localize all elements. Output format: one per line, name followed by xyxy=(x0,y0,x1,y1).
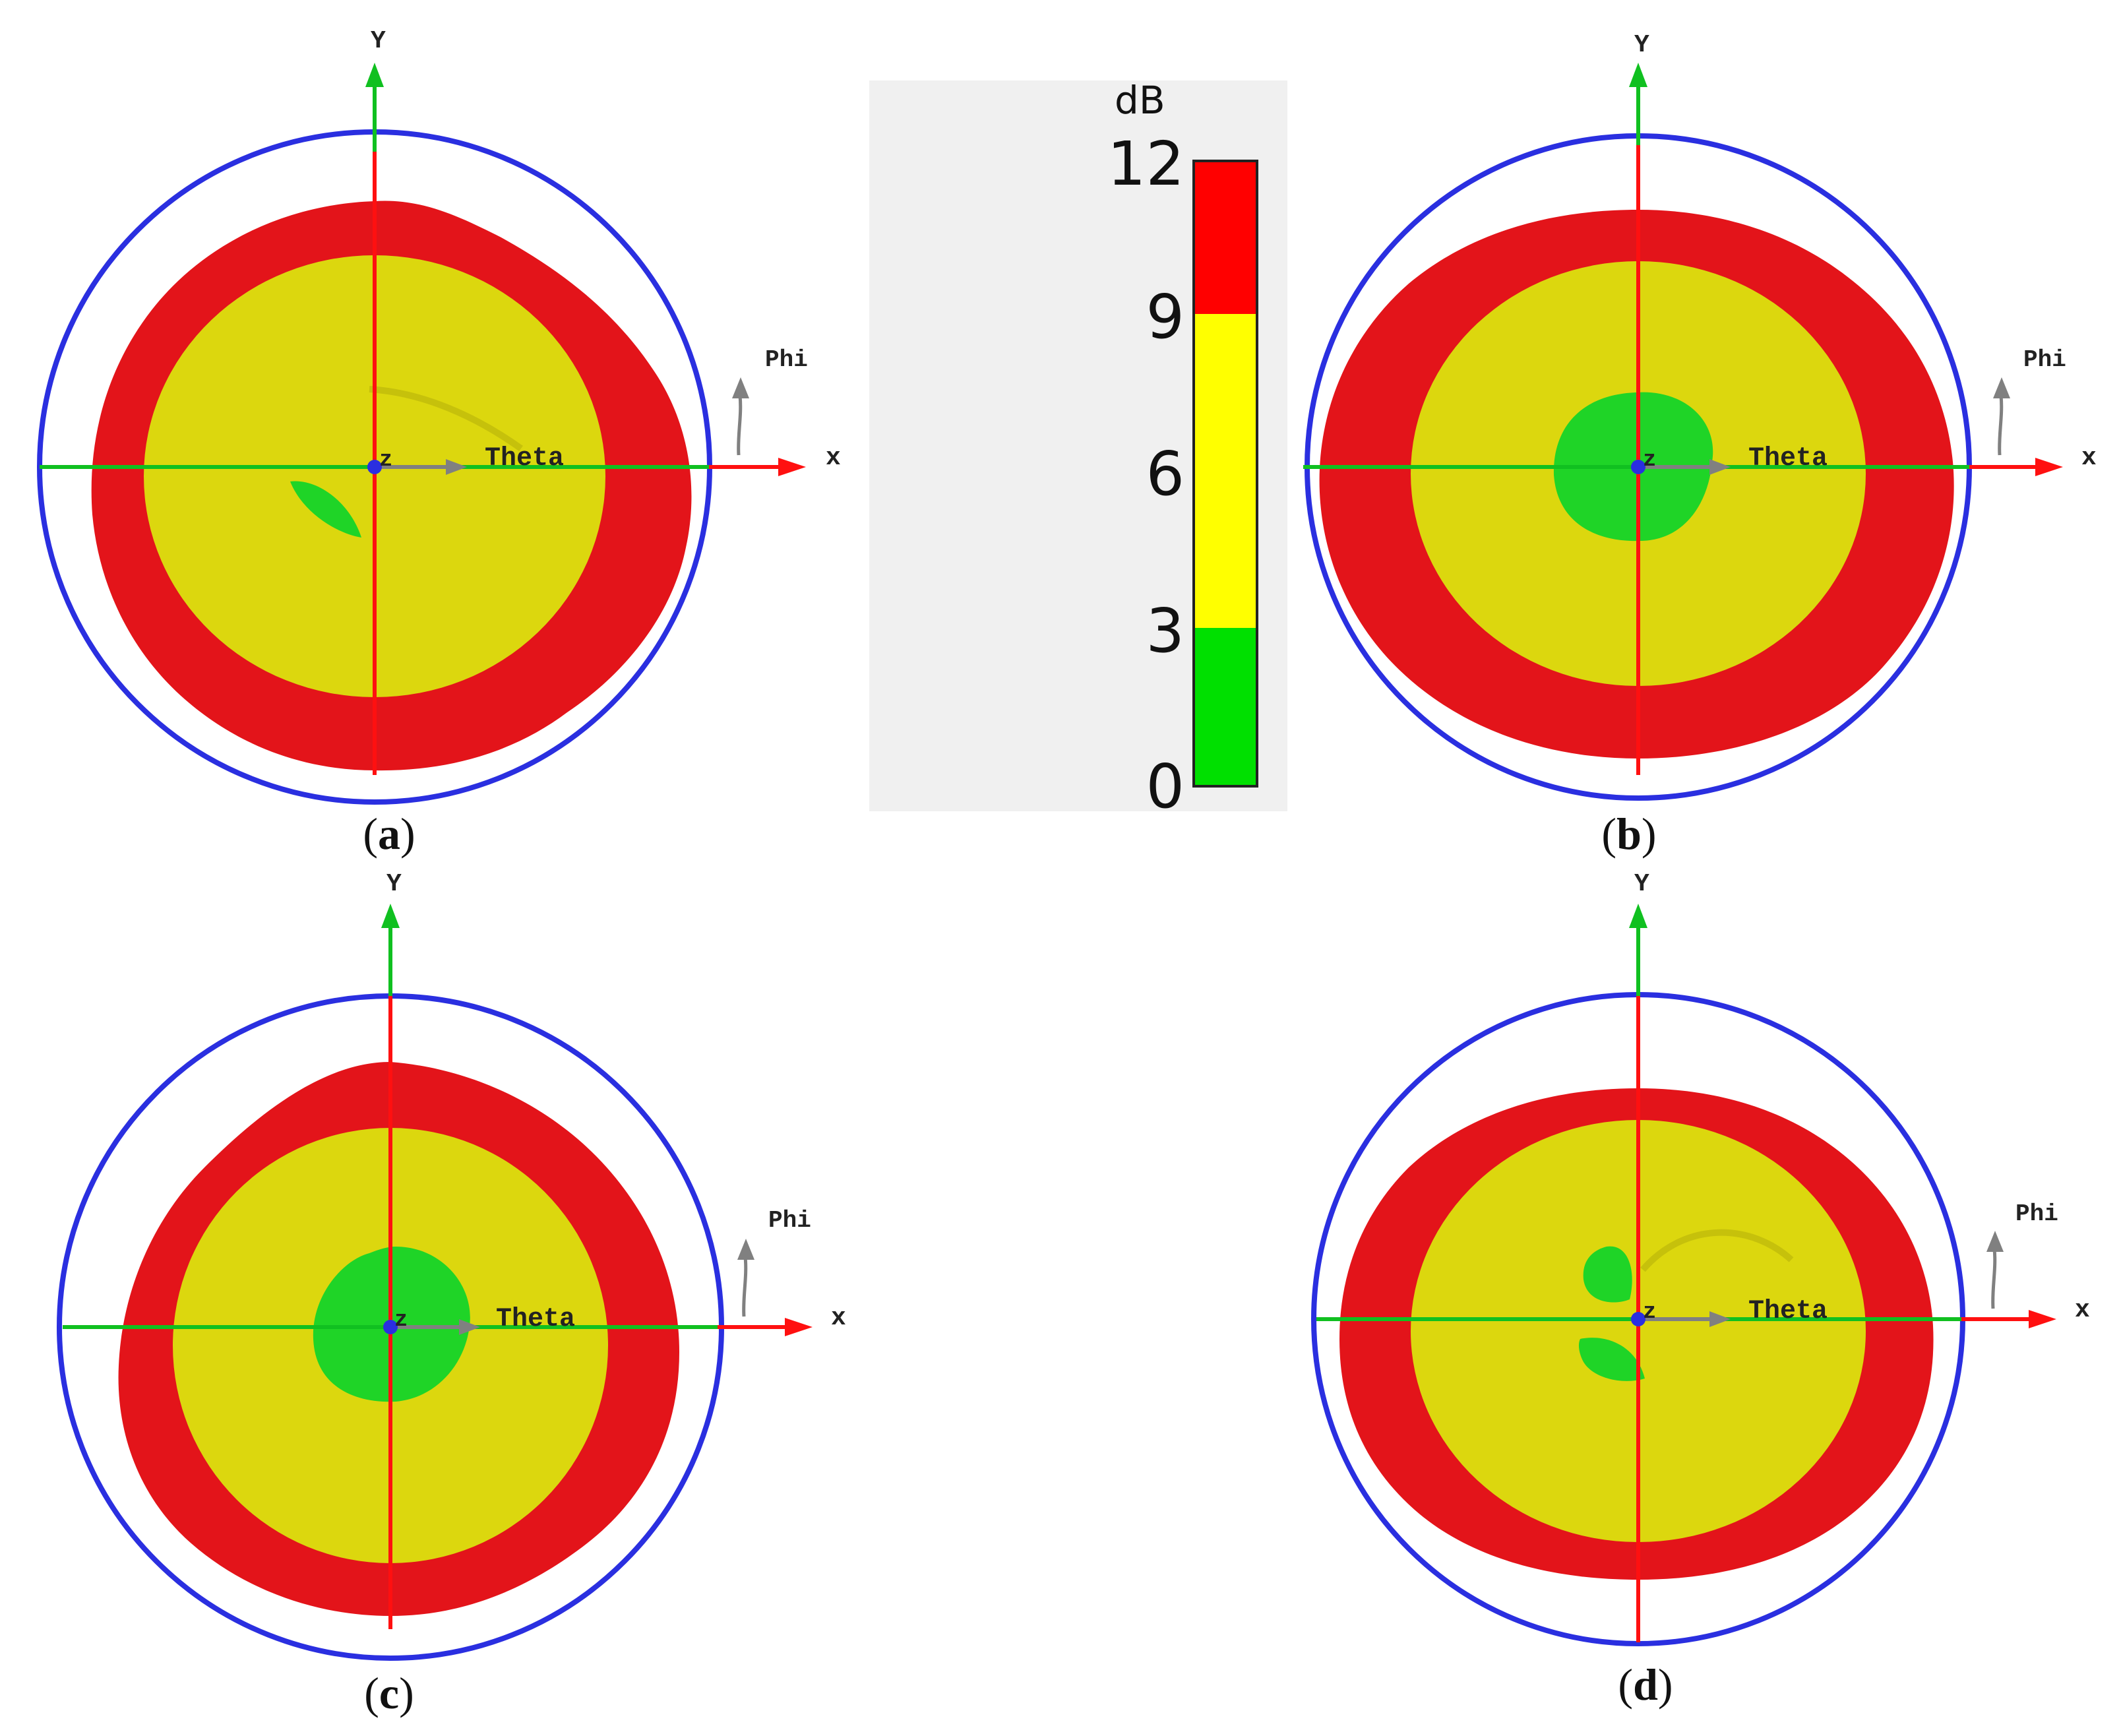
theta-arrowhead xyxy=(459,1319,480,1335)
green-spot-lower xyxy=(1578,1338,1645,1381)
phi-label: Phi xyxy=(2015,1200,2058,1227)
phi-arrow xyxy=(737,395,743,456)
tick-12: 12 xyxy=(1107,129,1184,199)
radiation-pattern-icon: x Y Theta Phi z xyxy=(37,27,841,805)
z-label: z xyxy=(1643,448,1656,473)
phi-arrowhead xyxy=(1993,377,2010,398)
x-axis-arrowhead xyxy=(2029,1310,2056,1328)
origin-dot xyxy=(383,1320,398,1334)
phi-arrow xyxy=(1991,1249,1997,1309)
green-spot-upper xyxy=(1583,1246,1632,1303)
y-axis-label: Y xyxy=(1634,31,1649,59)
theta-arrowhead xyxy=(1709,1311,1731,1327)
legend-unit: dB xyxy=(1115,80,1165,123)
caption-letter: c xyxy=(379,1668,400,1718)
origin-dot xyxy=(1631,460,1645,474)
phi-label: Phi xyxy=(768,1207,811,1234)
phi-arrowhead xyxy=(1986,1231,2004,1252)
theta-label: Theta xyxy=(485,444,564,474)
phi-arrow xyxy=(742,1256,748,1317)
y-axis-arrowhead xyxy=(1629,904,1647,928)
colorbar: dB 12 9 6 3 0 xyxy=(1107,78,1258,822)
radiation-pattern-icon: x Y Theta Phi z xyxy=(1311,870,2090,1646)
phi-label: Phi xyxy=(2023,346,2066,373)
surface-fold xyxy=(369,386,523,452)
x-axis-label: x xyxy=(826,444,841,472)
z-label: z xyxy=(394,1308,408,1333)
x-axis-arrowhead xyxy=(2035,458,2063,476)
phi-arrowhead xyxy=(737,1239,754,1260)
caption-letter: a xyxy=(378,809,400,859)
x-axis-label: x xyxy=(2075,1296,2090,1324)
surface-fold xyxy=(1640,1229,1794,1272)
phi-arrow xyxy=(1998,395,2004,456)
x-axis-arrowhead xyxy=(785,1318,813,1336)
y-axis-label: Y xyxy=(371,27,386,55)
theta-label: Theta xyxy=(1748,444,1828,474)
theta-label: Theta xyxy=(1748,1297,1828,1326)
caption-letter: d xyxy=(1633,1659,1658,1710)
color-legend: dB 12 9 6 3 0 xyxy=(869,78,1287,822)
pattern-panel-a: x Y Theta Phi z xyxy=(0,0,857,805)
x-axis-label: x xyxy=(831,1304,846,1332)
pattern-panel-b: x Y Theta Phi z xyxy=(1264,0,2121,805)
tick-0: 0 xyxy=(1146,751,1184,811)
theta-arrowhead xyxy=(1709,459,1731,475)
tick-6: 6 xyxy=(1146,439,1184,509)
colorbar-band-red xyxy=(1194,161,1257,314)
tick-3: 3 xyxy=(1146,596,1184,666)
y-axis-arrowhead xyxy=(381,904,400,928)
x-axis-label: x xyxy=(2081,444,2097,472)
origin-dot xyxy=(1631,1312,1645,1326)
panel-a-caption: (a) xyxy=(363,809,415,859)
colorbar-band-green xyxy=(1194,628,1257,786)
pattern-panel-c: x Y Theta Phi z xyxy=(0,864,857,1682)
colorbar-band-yellow xyxy=(1194,314,1257,628)
origin-dot xyxy=(367,460,382,474)
y-axis-arrowhead xyxy=(365,63,384,87)
green-spot xyxy=(290,481,361,538)
phi-arrowhead xyxy=(732,377,749,398)
y-axis-arrowhead xyxy=(1629,63,1647,87)
radiation-pattern-icon: x Y Theta Phi z xyxy=(1303,31,2097,801)
pattern-panel-d: x Y Theta Phi z xyxy=(1264,864,2121,1682)
y-axis-label: Y xyxy=(386,870,402,898)
theta-label: Theta xyxy=(496,1305,575,1334)
z-label: z xyxy=(379,448,392,473)
tick-9: 9 xyxy=(1146,282,1184,352)
x-axis-arrowhead xyxy=(778,458,806,476)
panel-b-caption: (b) xyxy=(1601,809,1657,859)
radiation-pattern-icon: x Y Theta Phi z xyxy=(57,870,846,1661)
caption-letter: b xyxy=(1616,809,1642,859)
theta-arrowhead xyxy=(446,459,467,475)
panel-c-caption: (c) xyxy=(364,1668,414,1718)
panel-d-caption: (d) xyxy=(1618,1659,1673,1710)
phi-label: Phi xyxy=(765,346,808,373)
z-label: z xyxy=(1643,1300,1656,1325)
colorbar-border xyxy=(1192,160,1258,788)
y-axis-label: Y xyxy=(1634,870,1649,898)
